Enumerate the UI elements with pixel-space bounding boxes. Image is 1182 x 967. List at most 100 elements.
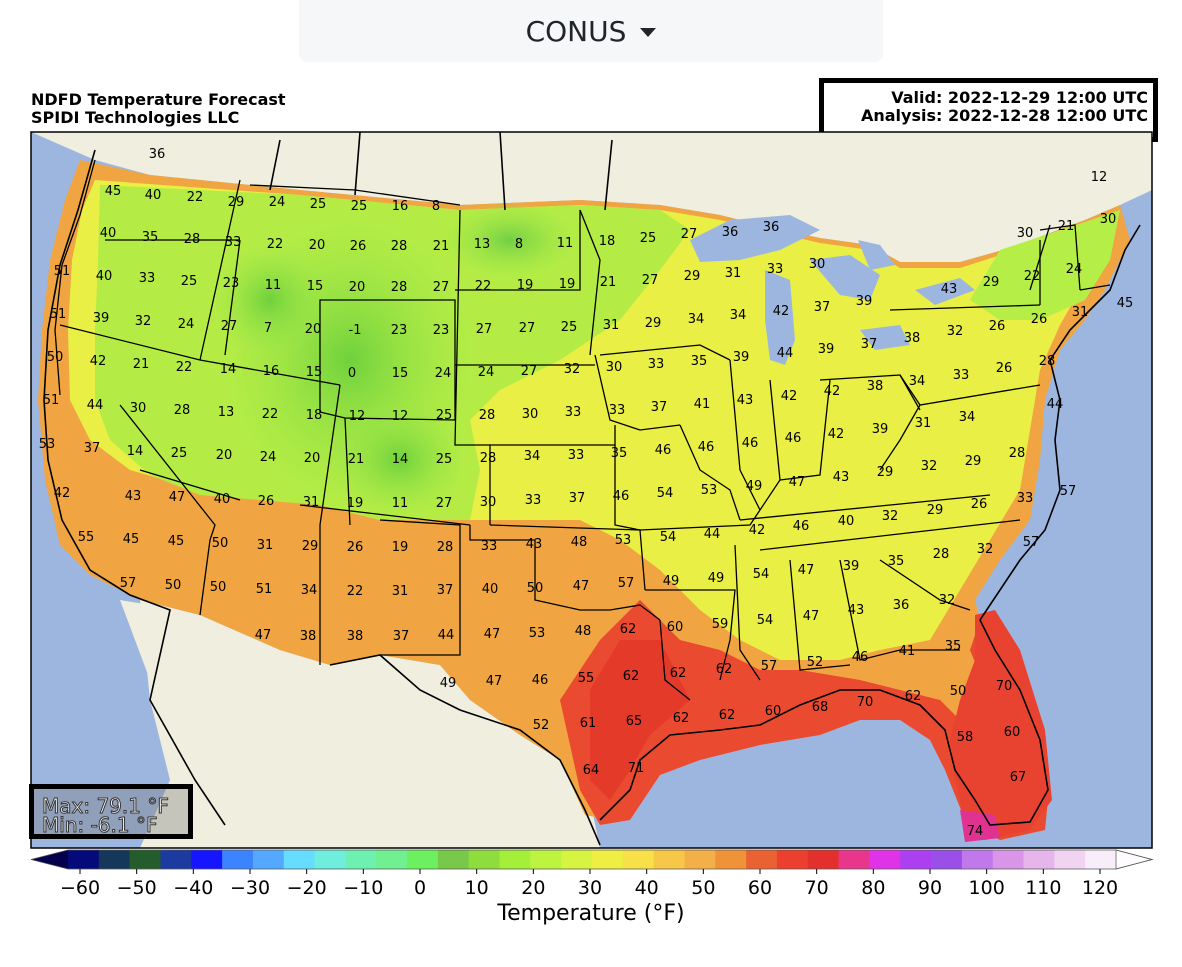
temp-label: 22 — [262, 407, 279, 422]
colorbar-segment — [437, 850, 470, 869]
temp-label: 37 — [437, 583, 454, 598]
temp-label: 41 — [694, 397, 711, 412]
temp-label: 67 — [1010, 770, 1027, 785]
colorbar-tick-label: 60 — [748, 877, 772, 899]
temp-label: 53 — [615, 533, 632, 548]
temp-label: 22 — [1024, 269, 1041, 284]
temp-label: 44 — [777, 346, 794, 361]
temp-label: 47 — [573, 579, 590, 594]
temp-label: 22 — [347, 584, 364, 599]
temp-label: 20 — [305, 322, 322, 337]
colorbar-segment — [807, 850, 840, 869]
temp-label: 21 — [600, 275, 617, 290]
temp-label: 45 — [105, 184, 122, 199]
colorbar-segment — [561, 850, 593, 869]
colorbar-tick-label: 70 — [805, 877, 829, 899]
temp-label: 29 — [983, 275, 1000, 290]
temp-label: 29 — [684, 269, 701, 284]
colorbar-segment — [1054, 850, 1086, 869]
temp-label: 16 — [263, 364, 280, 379]
temp-label: 39 — [856, 294, 873, 309]
temp-label: 43 — [125, 489, 142, 504]
temp-label: 47 — [484, 627, 501, 642]
temp-label: 13 — [474, 237, 491, 252]
temp-label: 11 — [392, 496, 409, 511]
temp-label: 47 — [486, 674, 503, 689]
temp-label: 30 — [809, 257, 826, 272]
temp-label: 15 — [306, 365, 323, 380]
temp-label: 25 — [436, 452, 453, 467]
temp-label: 37 — [84, 441, 101, 456]
temp-label: 40 — [96, 269, 113, 284]
temp-label: 43 — [833, 470, 850, 485]
temp-label: 41 — [899, 644, 916, 659]
colorbar-segment — [746, 850, 778, 869]
temp-label: 33 — [609, 403, 626, 418]
temp-label: 20 — [309, 238, 326, 253]
colorbar-segment — [376, 850, 408, 869]
temp-label: 35 — [945, 639, 962, 654]
temp-label: 30 — [1100, 212, 1117, 227]
colorbar-max-arrow — [1115, 849, 1154, 870]
colorbar-tick-label: 80 — [861, 877, 885, 899]
temp-label: 46 — [655, 443, 672, 458]
temp-label: 29 — [228, 195, 245, 210]
temp-label: 58 — [957, 730, 974, 745]
region-dropdown[interactable]: CONUS — [299, 0, 883, 62]
temp-label: 42 — [90, 354, 107, 369]
temp-label: 54 — [753, 567, 770, 582]
temp-label: 39 — [872, 422, 889, 437]
temp-label: 37 — [861, 337, 878, 352]
temp-label: 50 — [950, 684, 967, 699]
map-title-line2: SPIDI Technologies LLC — [31, 108, 240, 127]
temp-label: 44 — [1047, 397, 1064, 412]
temp-label: 49 — [708, 571, 725, 586]
temp-label: 12 — [392, 409, 409, 424]
temp-label: 26 — [971, 497, 988, 512]
colorbar-tick-label: 90 — [918, 877, 942, 899]
temp-label: 22 — [267, 237, 284, 252]
min-value: Min: -6.1 °F — [42, 813, 158, 837]
temp-label: 36 — [893, 598, 910, 613]
colorbar-segment — [961, 850, 994, 869]
colorbar-segment — [838, 850, 870, 869]
temp-label: 74 — [967, 824, 984, 839]
temp-label: 35 — [888, 554, 905, 569]
temp-label: 24 — [1066, 262, 1083, 277]
temp-label: 33 — [1017, 491, 1034, 506]
temp-label: 39 — [733, 350, 750, 365]
temp-label: 48 — [571, 535, 588, 550]
temp-label: 12 — [349, 409, 366, 424]
temp-label: 32 — [947, 324, 964, 339]
temp-label: 27 — [436, 496, 453, 511]
temp-label: 40 — [214, 492, 231, 507]
temp-label: 20 — [349, 280, 366, 295]
colorbar-tick-label: −30 — [230, 877, 270, 899]
colorbar-segment — [1085, 850, 1117, 869]
temp-label: 20 — [216, 448, 233, 463]
temp-label: 46 — [785, 431, 802, 446]
temp-label: 47 — [789, 475, 806, 490]
temp-label: 43 — [526, 537, 543, 552]
temp-label: 46 — [742, 436, 759, 451]
temp-label: 27 — [221, 319, 238, 334]
analysis-time: Analysis: 2022-12-28 12:00 UTC — [860, 106, 1148, 125]
temp-label: 52 — [533, 718, 550, 733]
temp-label: 70 — [996, 679, 1013, 694]
temp-label: 60 — [667, 620, 684, 635]
colorbar-segment — [407, 850, 439, 869]
temp-label: 45 — [1117, 296, 1134, 311]
temp-label: 46 — [613, 489, 630, 504]
temp-label: 24 — [260, 450, 277, 465]
temp-label: 21 — [433, 239, 450, 254]
temp-label: 50 — [165, 578, 182, 593]
temp-label: 62 — [670, 666, 687, 681]
temp-label: 25 — [436, 408, 453, 423]
colorbar-segment — [776, 850, 809, 869]
temp-label: 26 — [996, 361, 1013, 376]
temp-label: 29 — [302, 539, 319, 554]
colorbar-segment — [252, 850, 285, 869]
temp-label: 60 — [1004, 725, 1021, 740]
colorbar-segment — [160, 850, 192, 869]
temp-label: 64 — [583, 763, 600, 778]
